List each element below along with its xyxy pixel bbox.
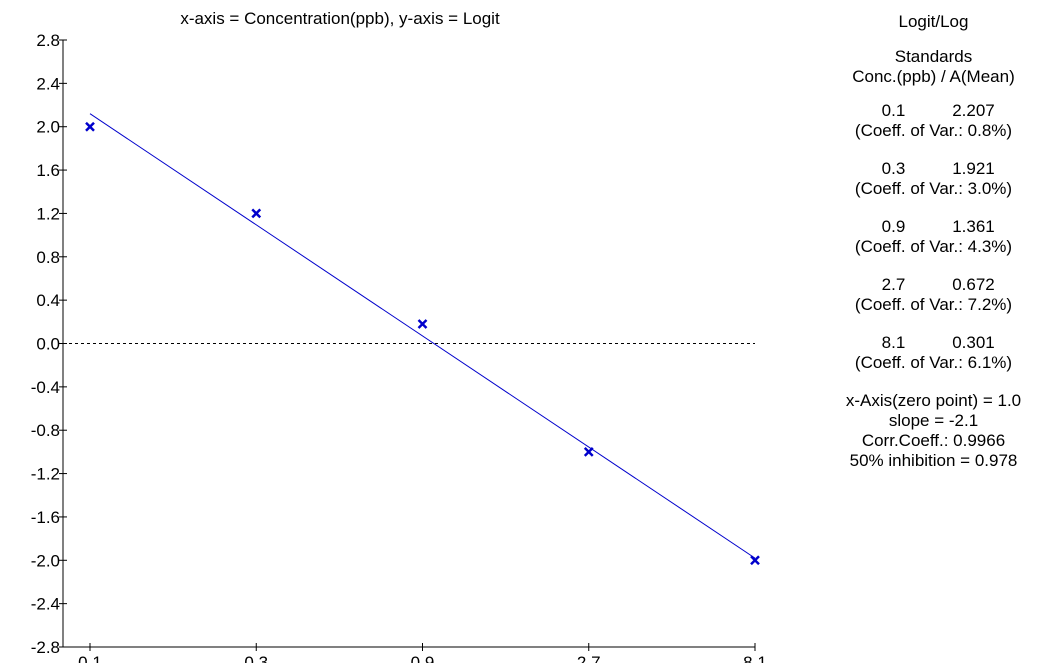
y-tick-label: 1.6	[36, 161, 60, 180]
x-tick-label: 0.1	[78, 653, 102, 663]
standard-entry: 0.1 2.207 (Coeff. of Var.: 0.8%)	[808, 101, 1059, 141]
standard-entry: 2.7 0.672 (Coeff. of Var.: 7.2%)	[808, 275, 1059, 315]
y-tick-label: -0.4	[31, 378, 60, 397]
logit-chart: x-axis = Concentration(ppb), y-axis = Lo…	[31, 9, 767, 663]
standards-columns-label: Conc.(ppb) / A(Mean)	[852, 67, 1015, 86]
data-point-stroke	[251, 208, 262, 219]
data-point-stroke	[583, 447, 594, 457]
data-point	[583, 447, 594, 457]
standard-concentration: 0.3	[881, 159, 906, 178]
x-tick-label: 8.1	[743, 653, 767, 663]
standard-concentration: 2.7	[881, 275, 906, 294]
panel-title: Logit/Log	[898, 12, 969, 31]
regression-line	[89, 113, 756, 559]
standard-values: 0.3 1.921	[808, 159, 1059, 179]
standard-absorbance: 2.207	[952, 101, 995, 120]
standard-absorbance: 1.921	[952, 159, 995, 178]
standard-absorbance: 1.361	[952, 217, 995, 236]
standard-cv: (Coeff. of Var.: 4.3%)	[854, 237, 1013, 256]
y-tick-label: -2.4	[31, 595, 60, 614]
data-point	[251, 208, 262, 219]
data-point-stroke	[417, 319, 428, 329]
standard-cv: (Coeff. of Var.: 6.1%)	[854, 353, 1013, 372]
y-tick-label: 2.4	[36, 74, 60, 93]
x-tick-label: 0.3	[244, 653, 268, 663]
standard-values: 2.7 0.672	[808, 275, 1059, 295]
y-tick-label: -0.8	[31, 421, 60, 440]
standard-values: 8.1 0.301	[808, 333, 1059, 353]
x-tick-label: 2.7	[577, 653, 601, 663]
y-tick-label: 1.2	[36, 204, 60, 223]
standard-entry: 0.9 1.361 (Coeff. of Var.: 4.3%)	[808, 217, 1059, 257]
standard-concentration: 0.1	[881, 101, 906, 120]
inhibition-text: 50% inhibition = 0.978	[849, 451, 1018, 470]
y-tick-label: -2.0	[31, 551, 60, 570]
standard-entry: 8.1 0.301 (Coeff. of Var.: 6.1%)	[808, 333, 1059, 373]
standard-cv: (Coeff. of Var.: 0.8%)	[854, 121, 1013, 140]
standard-values: 0.9 1.361	[808, 217, 1059, 237]
data-point	[750, 555, 760, 566]
data-point-stroke	[750, 555, 760, 566]
data-point	[417, 319, 428, 329]
regression-stats: x-Axis(zero point) = 1.0 slope = -2.1 Co…	[808, 391, 1059, 471]
standards-header: Standards Conc.(ppb) / A(Mean)	[808, 47, 1059, 87]
standard-concentration: 8.1	[881, 333, 906, 352]
standards-list: 0.1 2.207 (Coeff. of Var.: 0.8%) 0.3 1.921 (C…	[808, 101, 1059, 373]
standards-panel: Logit/Log Standards Conc.(ppb) / A(Mean)…	[808, 12, 1059, 471]
standard-absorbance: 0.301	[952, 333, 995, 352]
y-tick-label: -1.2	[31, 465, 60, 484]
standard-cv: (Coeff. of Var.: 7.2%)	[854, 295, 1013, 314]
slope-text: slope = -2.1	[888, 411, 979, 430]
x-tick-label: 0.9	[411, 653, 435, 663]
y-tick-label: 2.0	[36, 118, 60, 137]
standard-absorbance: 0.672	[952, 275, 995, 294]
y-tick-label: -1.6	[31, 508, 60, 527]
corr-coeff-text: Corr.Coeff.: 0.9966	[861, 431, 1006, 450]
standard-values: 0.1 2.207	[808, 101, 1059, 121]
chart-axes: 2.8 2.4 2.0 1.6 1.2 0.8 0.4 0.0 -0.4 -0.8 -1.2 -1.6…	[31, 31, 767, 663]
y-tick-label: 0.8	[36, 248, 60, 267]
data-point	[85, 121, 95, 132]
y-tick-label: -2.8	[31, 638, 60, 657]
data-point-stroke	[85, 121, 95, 132]
zero-point-text: x-Axis(zero point) = 1.0	[845, 391, 1022, 410]
y-tick-label: 0.4	[36, 291, 60, 310]
standard-concentration: 0.9	[881, 217, 906, 236]
y-tick-label: 2.8	[36, 31, 60, 50]
chart-marks	[63, 113, 760, 566]
standard-cv: (Coeff. of Var.: 3.0%)	[854, 179, 1013, 198]
y-tick-label: 0.0	[36, 335, 60, 354]
standards-header-label: Standards	[894, 47, 973, 66]
chart-title: x-axis = Concentration(ppb), y-axis = Lo…	[180, 9, 500, 28]
standard-entry: 0.3 1.921 (Coeff. of Var.: 3.0%)	[808, 159, 1059, 199]
